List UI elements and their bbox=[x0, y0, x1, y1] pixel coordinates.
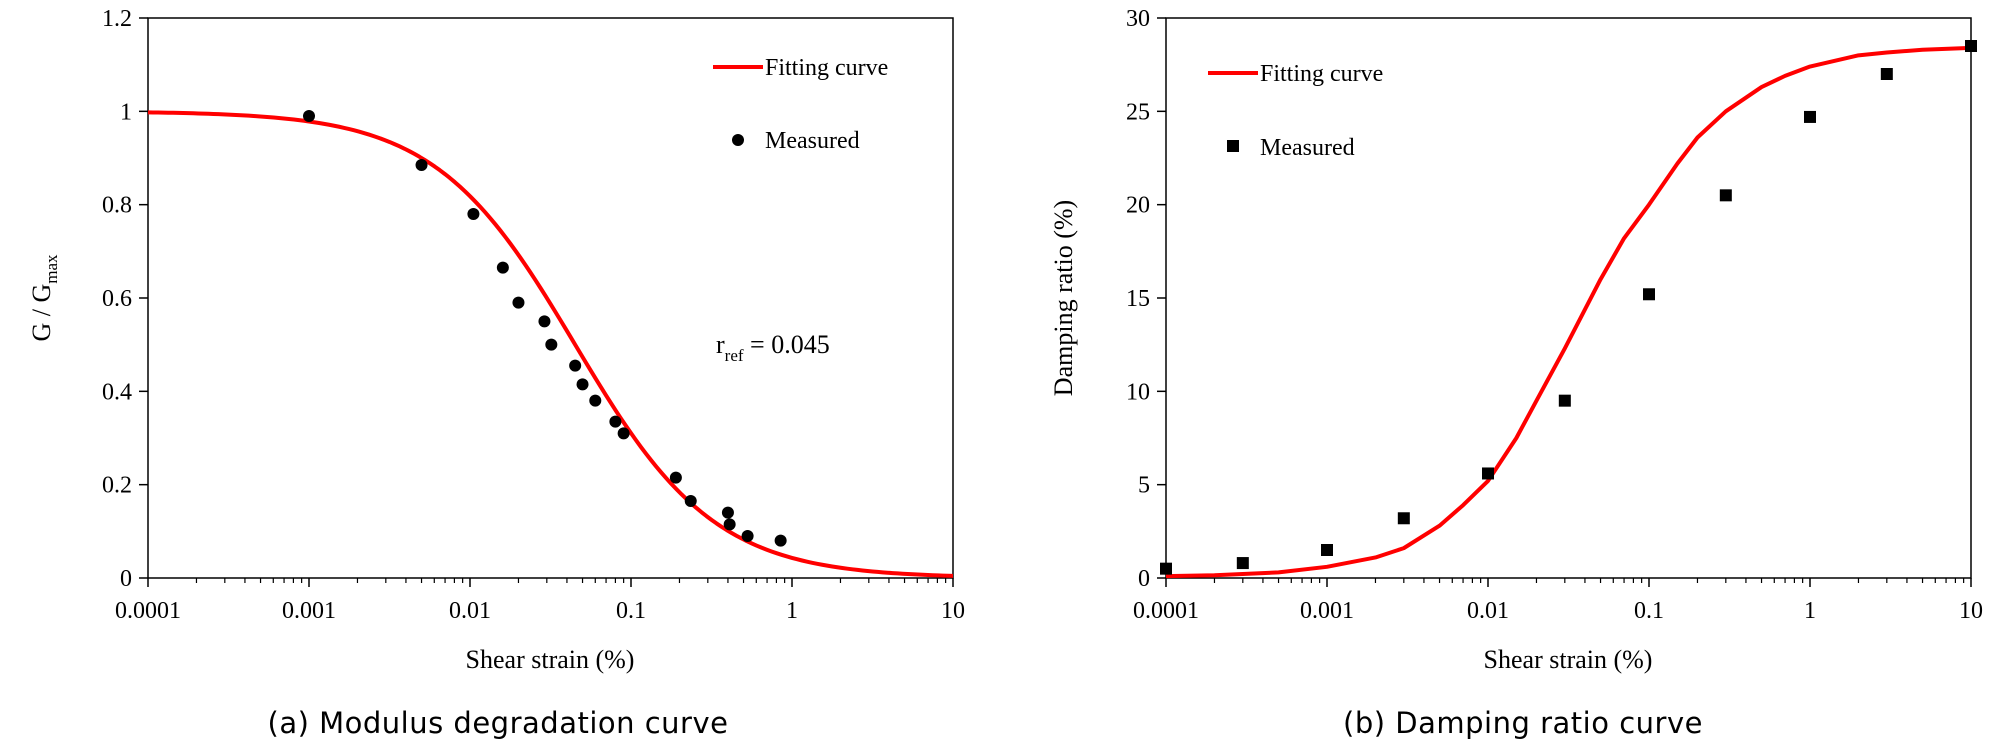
legend: Fitting curve Measured bbox=[713, 55, 888, 154]
y-tick-label: 20 bbox=[1126, 193, 1150, 219]
measured-point bbox=[512, 296, 525, 309]
measured-point bbox=[415, 159, 428, 171]
y-axis: 0 0.2 0.4 0.6 0.8 1 1.2 bbox=[102, 6, 148, 592]
x-tick-label: 1 bbox=[1804, 598, 1816, 624]
measured-point bbox=[1482, 467, 1494, 480]
legend: Fitting curve Measured bbox=[1208, 61, 1383, 161]
measured-point bbox=[545, 338, 558, 351]
fitting-curve-line bbox=[1165, 45, 1972, 579]
x-axis: 0.0001 0.001 0.01 0.1 1 10 bbox=[115, 578, 965, 624]
measured-point bbox=[1236, 557, 1249, 570]
y-tick-label: 1.2 bbox=[102, 6, 132, 32]
y-tick-label: 0 bbox=[1138, 566, 1150, 592]
y-axis-label: G / Gmax bbox=[27, 254, 61, 342]
reference-strain-annotation: rref = 0.045 bbox=[716, 330, 830, 365]
measured-point bbox=[609, 415, 622, 428]
x-tick-label: 0.01 bbox=[449, 598, 491, 624]
x-axis: 0.0001 0.001 0.01 0.1 1 10 bbox=[1133, 578, 1983, 624]
legend-marker-measured bbox=[732, 134, 744, 146]
modulus-degradation-chart: 0.0001 0.001 0.01 0.1 1 10 00.20.40.60.811.2 … bbox=[27, 6, 965, 740]
measured-point bbox=[774, 534, 787, 547]
fitting-curve-line bbox=[147, 110, 954, 578]
measured-point bbox=[723, 518, 736, 531]
y-axis: 0 5 10 15 20 25 30 bbox=[1126, 6, 1166, 592]
measured-point bbox=[721, 506, 734, 519]
measured-point bbox=[741, 530, 754, 542]
y-tick-label: 0.4 bbox=[102, 379, 132, 405]
y-tick-label: 30 bbox=[1126, 6, 1150, 32]
panel-a-caption: (a) Modulus degradation curve bbox=[268, 706, 729, 740]
y-tick-label: 25 bbox=[1126, 99, 1150, 125]
y-tick-label: 15 bbox=[1126, 286, 1150, 312]
measured-point bbox=[496, 261, 509, 274]
measured-point bbox=[1719, 189, 1732, 202]
legend-label-measured: Measured bbox=[765, 128, 860, 154]
x-tick-label: 0.1 bbox=[1634, 598, 1664, 624]
measured-point bbox=[684, 495, 697, 507]
y-tick-label: 10 bbox=[1126, 379, 1150, 405]
legend-label-measured: Measured bbox=[1260, 135, 1355, 161]
y-axis-label: Damping ratio (%) bbox=[1049, 200, 1078, 396]
x-tick-label: 0.001 bbox=[1300, 598, 1354, 624]
legend-marker-measured bbox=[1227, 140, 1239, 152]
measured-point bbox=[1965, 40, 1977, 52]
panel-b-caption: (b) Damping ratio curve bbox=[1343, 706, 1703, 740]
y-tick-label: 0.8 bbox=[102, 193, 132, 219]
legend-label-fitting: Fitting curve bbox=[1260, 61, 1383, 87]
measured-point bbox=[1321, 544, 1333, 556]
measured-point bbox=[538, 315, 551, 328]
measured-point bbox=[669, 471, 682, 484]
measured-point bbox=[576, 378, 589, 391]
measured-point bbox=[1804, 110, 1816, 123]
y-tick-label: 5 bbox=[1138, 473, 1150, 499]
measured-point bbox=[1558, 394, 1571, 407]
x-tick-label: 0.0001 bbox=[115, 598, 181, 624]
measured-point bbox=[1397, 512, 1410, 525]
measured-point bbox=[1160, 562, 1172, 575]
x-tick-label: 0.0001 bbox=[1133, 598, 1199, 624]
legend-label-fitting: Fitting curve bbox=[765, 55, 888, 81]
x-tick-label: 0.1 bbox=[616, 598, 646, 624]
measured-point bbox=[303, 110, 315, 122]
y-tick-label: 0 bbox=[120, 566, 132, 592]
y-tick-label: 1 bbox=[120, 99, 132, 125]
plot-frame bbox=[147, 17, 954, 579]
x-tick-label: 10 bbox=[1959, 598, 1983, 624]
damping-ratio-chart: 0.0001 0.001 0.01 0.1 1 10 0 5 10 15 20 25 30 Shear… bbox=[1049, 6, 1983, 740]
y-tick-label: 0.2 bbox=[102, 473, 132, 499]
measured-point bbox=[1643, 288, 1655, 301]
measured-point bbox=[467, 208, 480, 220]
plot-series bbox=[1160, 40, 1977, 579]
plot-frame bbox=[1165, 17, 1972, 579]
x-axis-label: Shear strain (%) bbox=[466, 645, 635, 674]
x-tick-label: 0.01 bbox=[1467, 598, 1509, 624]
measured-point bbox=[617, 427, 630, 440]
x-tick-label: 10 bbox=[941, 598, 965, 624]
measured-point bbox=[1880, 68, 1893, 80]
x-tick-label: 1 bbox=[786, 598, 798, 624]
y-tick-label: 0.6 bbox=[102, 286, 132, 312]
measured-point bbox=[589, 394, 602, 407]
x-tick-label: 0.001 bbox=[282, 598, 336, 624]
plot-series bbox=[147, 110, 954, 578]
measured-point bbox=[569, 359, 582, 372]
x-axis-label: Shear strain (%) bbox=[1484, 645, 1653, 674]
